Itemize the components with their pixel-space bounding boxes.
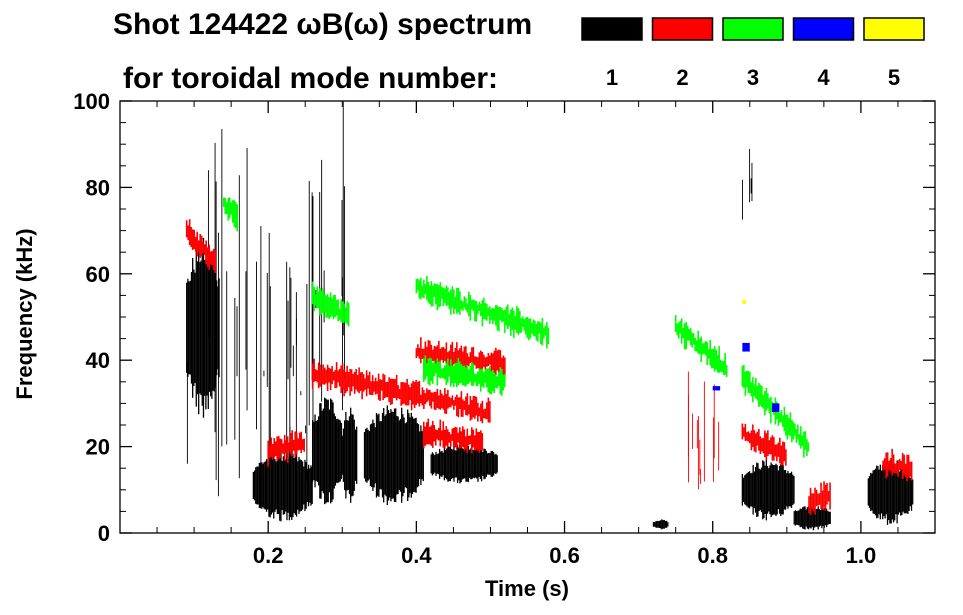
y-tick-label: 40 [86,348,110,373]
y-tick-label: 100 [73,89,110,114]
mode-2-line-5 [267,430,305,467]
spectrum-point [742,342,750,352]
x-tick-label: 0.6 [549,543,580,568]
legend-swatch-1 [581,17,643,41]
mode-1-blob-9 [652,519,669,530]
mode-4-point-1 [772,403,780,413]
mode-2-line-6 [741,423,787,466]
legend-swatch-2 [651,17,714,41]
mode-2-line-2 [415,380,491,424]
spectrum-point [772,403,780,413]
y-axis-label: Frequency (kHz) [12,228,37,399]
mode-2-line-1 [311,358,417,411]
axes: 0 20 40 60 80 100 0.2 0.4 0.6 0.8 1.0 [73,89,936,568]
legend-label-4: 4 [817,65,830,90]
mode-2-line-8 [882,448,913,482]
legend-label-5: 5 [888,65,900,90]
mode-2-line-7 [808,481,831,515]
legend-swatch-3 [722,17,784,41]
mode-1-blob-0 [186,237,220,418]
legend-label-3: 3 [747,65,759,90]
mode-1-blob-4 [363,405,424,506]
mode-2-line-4 [422,418,484,454]
mode-1-blob-8 [867,459,914,525]
y-tick-label: 20 [86,435,110,460]
x-tick-label: 0.2 [253,543,284,568]
x-tick-label: 0.8 [697,543,728,568]
y-tick-label: 80 [86,175,110,200]
x-tick-label: 0.4 [401,543,432,568]
legend: 1 2 3 4 5 [581,17,925,90]
spectrum-point [712,386,721,391]
legend-swatch-4 [792,17,855,41]
mode-1-blob-3 [341,407,358,503]
x-tick-label: 1.0 [846,543,877,568]
mode-1-blob-7 [793,505,831,531]
legend-label-1: 1 [606,65,618,90]
chart-title-line2: for toroidal mode number: [123,62,498,95]
mode-4-point-2 [712,386,721,391]
x-axis-label: Time (s) [485,576,569,601]
mode-3-line-0 [415,275,550,349]
spectrum-point [742,299,747,305]
legend-swatch-5 [863,17,925,41]
spectrum-marks [185,101,914,531]
mode-2-line-0 [185,219,216,273]
legend-label-2: 2 [676,65,688,90]
mode-2-streaks-0 [687,371,720,490]
mode-1-blob-2 [311,397,343,505]
mode-3-line-3 [674,315,728,378]
mode-1-blob-1 [252,449,313,522]
y-tick-label: 60 [86,262,110,287]
mode-1-blob-6 [741,459,795,521]
mode-3-line-2 [422,355,506,396]
mode-5-point-0 [742,299,747,305]
mode-3-line-4 [741,364,810,458]
mode-1-streaks-2 [741,148,753,220]
chart-title-line1: Shot 124422 ωB(ω) spectrum [113,8,532,41]
mode-3-line-5 [222,197,239,232]
y-tick-label: 0 [98,521,110,546]
mode-3-line-1 [311,281,350,327]
mode-4-point-0 [742,342,750,352]
